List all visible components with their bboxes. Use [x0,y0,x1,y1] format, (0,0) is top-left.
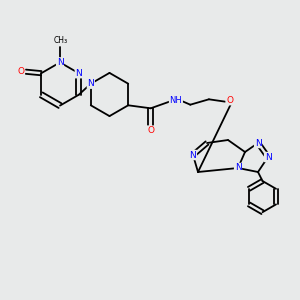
Text: N: N [265,152,272,161]
Text: N: N [190,151,196,160]
Text: N: N [255,139,261,148]
Text: N: N [57,58,63,67]
Text: N: N [75,69,82,78]
Text: N: N [87,79,94,88]
Text: O: O [226,96,233,105]
Text: CH₃: CH₃ [53,36,68,45]
Text: NH: NH [169,96,182,105]
Text: O: O [17,67,24,76]
Text: O: O [147,126,154,135]
Text: N: N [235,164,242,172]
